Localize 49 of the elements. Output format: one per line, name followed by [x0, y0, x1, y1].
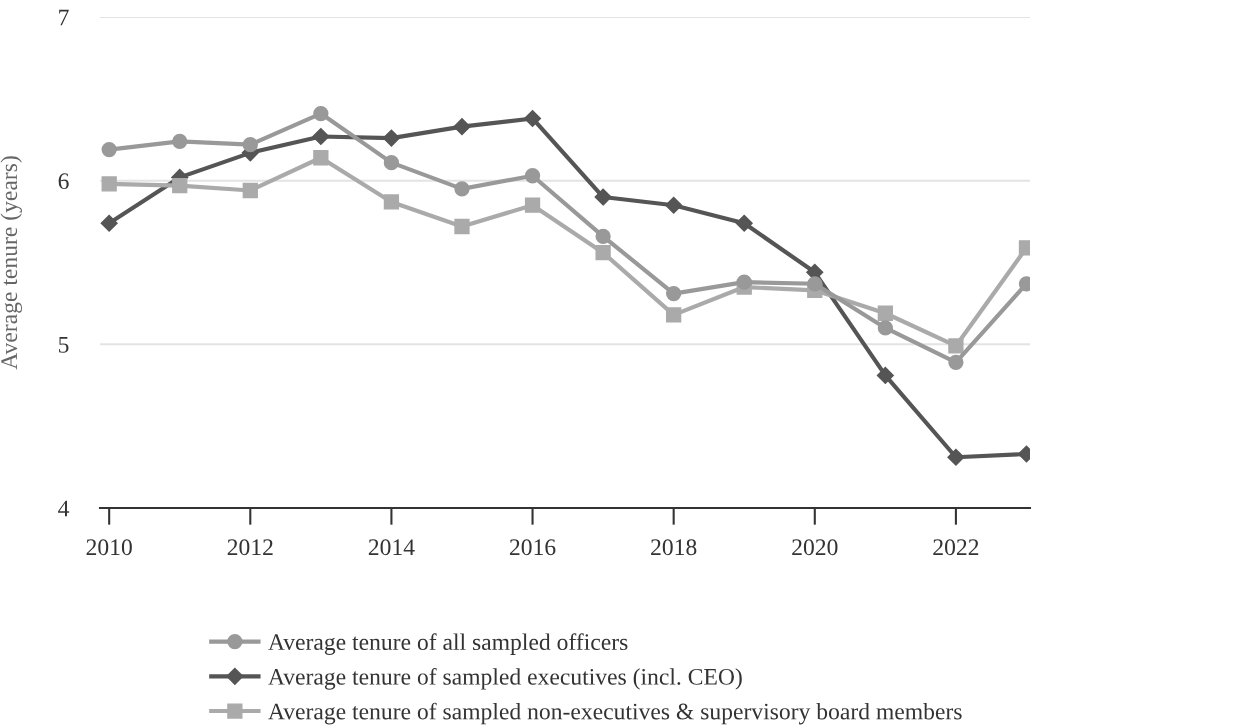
point: [313, 105, 329, 122]
point: [877, 305, 893, 321]
y-tick-label: 4: [58, 500, 70, 517]
point: [242, 182, 258, 199]
point: [100, 214, 118, 232]
point: [312, 127, 330, 146]
y-tick-label: 5: [59, 337, 69, 353]
point: [524, 168, 541, 184]
point: [172, 133, 188, 150]
y-tick-label: 6: [58, 173, 69, 190]
point: [877, 320, 893, 336]
point: [807, 276, 823, 292]
point: [313, 150, 329, 166]
point: [595, 228, 611, 244]
point: [948, 338, 964, 354]
x-tick-label: 2010: [86, 539, 132, 556]
point: [665, 196, 683, 214]
point: [383, 194, 400, 210]
point: [523, 109, 542, 128]
x-tick-label: 2014: [368, 539, 415, 556]
x-tick-label: 2012: [227, 539, 273, 556]
x-tick-label: 2018: [651, 539, 697, 556]
y-tick-label: 7: [59, 9, 69, 26]
legend-label: Average tenure of sampled executives (incl. CEO): [268, 667, 742, 690]
point: [735, 214, 753, 232]
point: [594, 188, 612, 206]
point: [947, 448, 965, 466]
point: [172, 177, 188, 194]
point: [101, 176, 117, 192]
point: [524, 197, 541, 213]
x-tick-label: 2020: [792, 539, 838, 556]
x-tick-label: 2016: [509, 539, 556, 556]
point: [101, 141, 117, 158]
point: [382, 129, 400, 147]
point: [454, 218, 470, 235]
point: [666, 307, 682, 323]
point: [453, 118, 471, 136]
point: [948, 354, 964, 370]
point: [242, 137, 258, 153]
legend-label: Average tenure of all sampled officers: [268, 633, 628, 655]
point: [383, 155, 400, 171]
y-axis-title: Average tenure (years): [0, 156, 22, 370]
x-tick-label: 2022: [933, 539, 979, 556]
point: [454, 181, 470, 197]
legend-label: Average tenure of sampled non-executives & supervisory board members: [268, 702, 962, 725]
point: [666, 285, 682, 302]
point: [595, 245, 611, 261]
point: [736, 274, 752, 290]
point: [876, 366, 894, 384]
